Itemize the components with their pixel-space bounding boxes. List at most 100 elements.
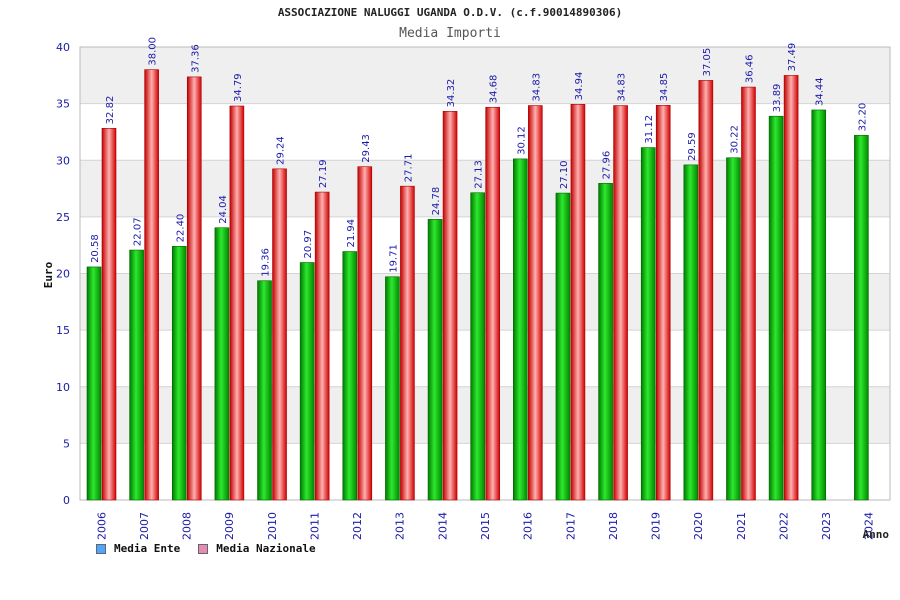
bar-media-ente [427, 219, 443, 501]
data-label: 27.13 [474, 160, 485, 189]
data-label: 27.10 [559, 160, 570, 189]
legend-swatch-media-ente [96, 543, 106, 554]
x-tick-label: 2021 [735, 512, 748, 540]
x-tick-label: 2014 [436, 512, 449, 540]
y-tick-label: 10 [56, 381, 70, 394]
legend-item-media-nazionale: Media Nazionale [198, 542, 316, 555]
data-label: 29.59 [687, 132, 698, 161]
data-label: 34.32 [446, 79, 457, 108]
data-label: 34.79 [233, 73, 244, 102]
data-label: 22.40 [175, 214, 186, 243]
bar-media-nazionale [655, 105, 671, 501]
y-tick-label: 20 [56, 268, 70, 281]
x-tick-label: 2022 [777, 512, 790, 540]
data-label: 37.05 [702, 48, 713, 77]
data-label: 19.36 [261, 248, 272, 277]
data-label: 31.12 [644, 115, 655, 144]
bar-media-nazionale [485, 106, 500, 501]
bar-media-nazionale [272, 168, 287, 501]
y-tick-label: 0 [63, 494, 70, 507]
bar-media-nazionale [400, 185, 415, 501]
x-tick-label: 2007 [138, 512, 151, 540]
bar-media-nazionale [783, 75, 799, 501]
bar-media-nazionale [528, 105, 543, 501]
y-tick-label: 30 [56, 154, 70, 167]
y-tick-label: 40 [56, 41, 70, 54]
y-tick-label: 15 [56, 324, 70, 337]
bar-media-ente [640, 147, 656, 501]
x-tick-label: 2018 [607, 512, 620, 540]
legend-swatch-media-nazionale [198, 543, 209, 554]
x-tick-label: 2010 [266, 512, 279, 540]
y-tick-label: 35 [56, 98, 70, 111]
x-tick-label: 2024 [863, 512, 876, 540]
bar-media-ente [342, 251, 358, 501]
legend-label-media-nazionale: Media Nazionale [216, 542, 316, 555]
bar-media-nazionale [101, 128, 117, 501]
data-label: 32.82 [105, 96, 116, 125]
data-label: 37.49 [787, 43, 798, 72]
data-label: 20.97 [303, 230, 314, 259]
bar-media-nazionale [741, 86, 756, 501]
y-axis-label: Euro [42, 261, 55, 288]
legend-item-media-ente: Media Ente [96, 542, 180, 555]
data-label: 34.83 [617, 73, 628, 102]
bar-media-nazionale [229, 105, 245, 501]
bar-media-ente [555, 192, 571, 501]
data-label: 22.07 [133, 217, 144, 246]
bar-media-ente [598, 183, 613, 501]
y-tick-label: 25 [56, 211, 70, 224]
x-tick-label: 2013 [394, 512, 407, 540]
data-label: 38.00 [148, 37, 159, 66]
x-tick-label: 2019 [650, 512, 663, 540]
plot-area-border [79, 46, 891, 501]
x-tick-label: 2016 [522, 512, 535, 540]
bar-media-ente [811, 109, 827, 501]
bar-media-ente [854, 135, 869, 501]
x-tick-label: 2020 [692, 512, 705, 540]
x-axis-label: Anno [863, 528, 890, 541]
bar-media-ente [299, 262, 315, 501]
bar-media-ente [768, 115, 784, 501]
data-label: 19.71 [388, 244, 399, 273]
bar-media-ente [385, 276, 400, 501]
data-label: 33.89 [772, 84, 783, 113]
bar-media-ente [86, 266, 102, 501]
data-label: 32.20 [857, 103, 868, 132]
bar-media-ente [129, 249, 144, 501]
bar-media-ente [257, 280, 272, 501]
bar-media-nazionale [698, 80, 714, 501]
data-label: 29.43 [361, 134, 372, 163]
bar-media-ente [726, 157, 741, 501]
bar-media-nazionale [613, 105, 628, 501]
bar-media-ente [171, 246, 187, 501]
bar-media-ente [683, 164, 699, 501]
data-label: 21.94 [346, 219, 357, 248]
bar-media-nazionale [357, 166, 373, 501]
x-tick-label: 2006 [95, 512, 108, 540]
x-tick-label: 2009 [223, 512, 236, 540]
bar-media-ente [214, 227, 230, 501]
x-tick-label: 2011 [308, 512, 321, 540]
data-label: 34.44 [815, 77, 826, 106]
data-label: 30.22 [729, 125, 740, 154]
x-tick-label: 2015 [479, 512, 492, 540]
data-label: 37.36 [190, 44, 201, 73]
bar-media-nazionale [570, 104, 586, 501]
legend-label-media-ente: Media Ente [114, 542, 181, 555]
data-label: 20.58 [90, 234, 101, 263]
data-label: 34.83 [531, 73, 542, 102]
y-tick-label: 5 [63, 437, 70, 450]
x-tick-label: 2008 [181, 512, 194, 540]
chart-title: ASSOCIAZIONE NALUGGI UGANDA O.D.V. (c.f.… [277, 6, 623, 19]
bar-media-nazionale [144, 69, 159, 501]
data-label: 34.94 [574, 72, 585, 101]
bar-media-nazionale [186, 76, 202, 501]
data-label: 34.85 [659, 73, 670, 102]
data-label: 27.71 [403, 154, 414, 183]
data-label: 24.78 [431, 187, 442, 216]
data-label: 27.19 [318, 159, 329, 188]
x-tick-label: 2012 [351, 512, 364, 540]
bar-media-nazionale [442, 111, 458, 501]
